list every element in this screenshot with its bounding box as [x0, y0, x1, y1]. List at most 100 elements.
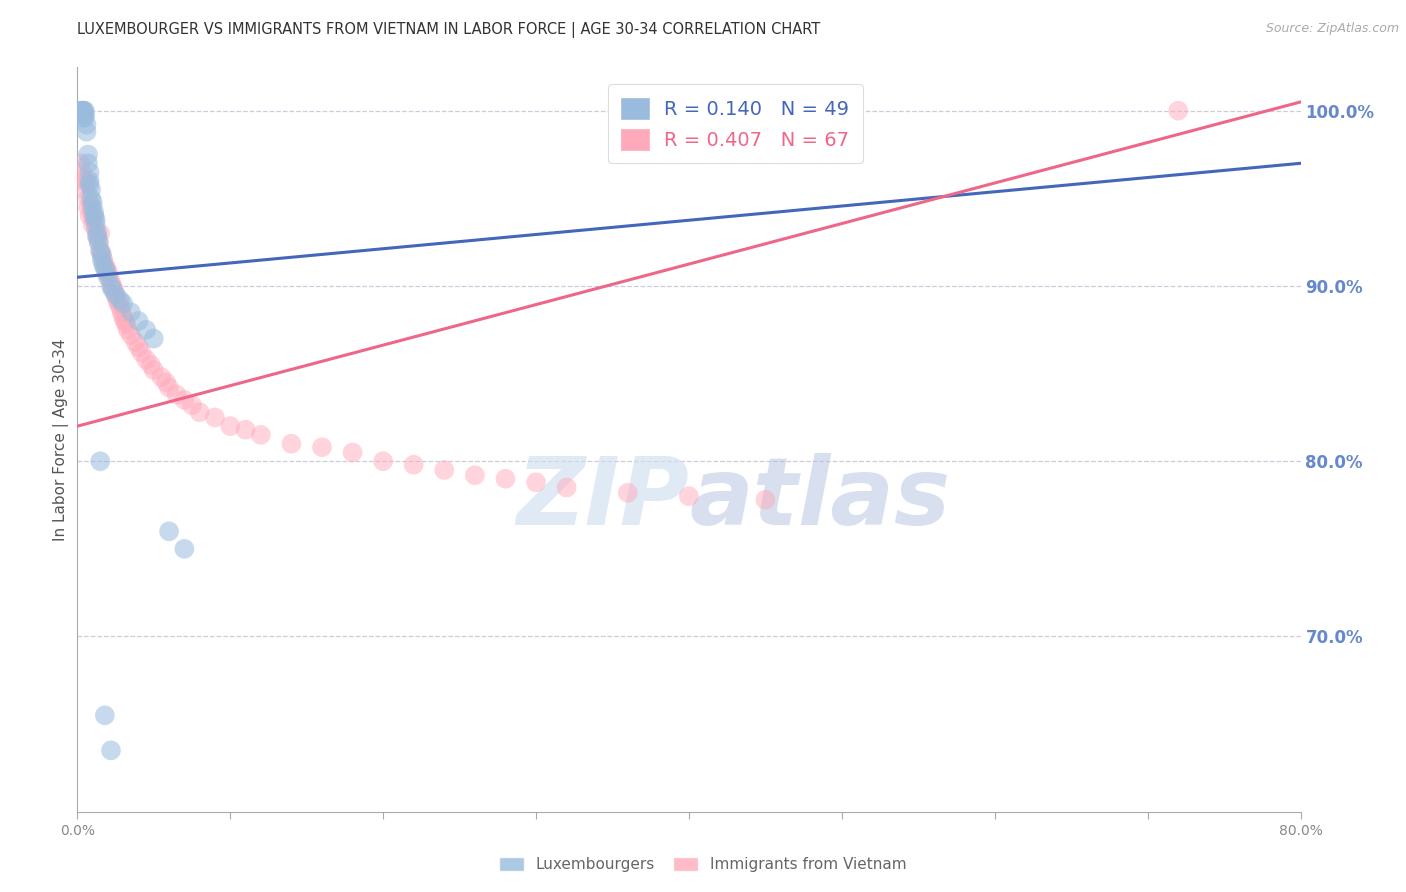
Legend: R = 0.140   N = 49, R = 0.407   N = 67: R = 0.140 N = 49, R = 0.407 N = 67 [607, 84, 863, 163]
Point [77, 156, 100, 170]
Point [90, 247, 112, 261]
Text: LUXEMBOURGER VS IMMIGRANTS FROM VIETNAM IN LABOR FORCE | AGE 30-34 CORRELATION C: LUXEMBOURGER VS IMMIGRANTS FROM VIETNAM … [77, 22, 821, 38]
Point [100, 276, 122, 290]
Point [105, 293, 128, 307]
Point [89, 244, 111, 258]
Point [77, 191, 100, 205]
Point [82, 218, 104, 232]
Point [100, 279, 122, 293]
Point [90, 247, 112, 261]
Point [69, 156, 91, 170]
Point [157, 524, 180, 539]
Point [219, 419, 242, 434]
Point [77, 200, 100, 214]
Point [87, 235, 110, 249]
Y-axis label: In Labor Force | Age 30-34: In Labor Force | Age 30-34 [53, 338, 69, 541]
Point [117, 323, 139, 337]
Point [70, 165, 93, 179]
Point [82, 200, 104, 214]
Point [72, 174, 94, 188]
Point [73, 111, 96, 125]
Point [754, 492, 776, 507]
Point [80, 191, 103, 205]
Point [101, 279, 124, 293]
Point [464, 468, 486, 483]
Point [524, 475, 547, 490]
Point [79, 174, 101, 188]
Point [150, 370, 173, 384]
Point [82, 194, 104, 209]
Point [72, 103, 94, 118]
Point [135, 352, 157, 367]
Point [86, 230, 108, 244]
Point [555, 481, 578, 495]
Point [135, 323, 157, 337]
Point [157, 381, 180, 395]
Point [139, 358, 162, 372]
Point [235, 423, 257, 437]
Point [73, 183, 96, 197]
Point [80, 200, 103, 214]
Point [103, 283, 125, 297]
Point [131, 345, 153, 359]
Point [87, 235, 110, 249]
Point [83, 209, 105, 223]
Point [250, 428, 273, 442]
Point [108, 300, 131, 314]
Point [112, 310, 135, 325]
Text: Source: ZipAtlas.com: Source: ZipAtlas.com [1265, 22, 1399, 36]
Point [181, 398, 204, 412]
Point [173, 392, 195, 407]
Point [77, 147, 100, 161]
Point [280, 436, 302, 450]
Point [342, 445, 364, 459]
Point [96, 261, 118, 276]
Point [120, 328, 142, 343]
Point [86, 227, 108, 241]
Point [94, 261, 117, 276]
Point [166, 387, 188, 401]
Point [84, 218, 107, 232]
Point [76, 174, 98, 188]
Point [83, 212, 105, 227]
Point [112, 296, 135, 310]
Point [107, 296, 129, 310]
Point [402, 458, 425, 472]
Point [84, 212, 107, 227]
Point [173, 541, 195, 556]
Text: atlas: atlas [689, 453, 950, 545]
Point [73, 107, 96, 121]
Point [70, 103, 93, 118]
Point [70, 103, 93, 118]
Point [82, 209, 104, 223]
Point [124, 334, 146, 349]
Legend: Luxembourgers, Immigrants from Vietnam: Luxembourgers, Immigrants from Vietnam [492, 849, 914, 880]
Point [86, 230, 108, 244]
Point [89, 244, 111, 258]
Point [80, 183, 103, 197]
Point [188, 405, 211, 419]
Point [155, 376, 177, 390]
Text: ZIP: ZIP [516, 453, 689, 545]
Point [79, 178, 101, 192]
Point [101, 283, 124, 297]
Point [104, 287, 127, 301]
Point [98, 270, 121, 285]
Point [142, 332, 165, 346]
Point [142, 363, 165, 377]
Point [111, 305, 134, 319]
Point [76, 125, 98, 139]
Point [617, 485, 640, 500]
Point [89, 454, 111, 468]
Point [94, 708, 117, 723]
Point [678, 489, 700, 503]
Point [97, 265, 120, 279]
Point [79, 165, 101, 179]
Point [97, 270, 120, 285]
Point [100, 743, 122, 757]
Point [94, 258, 117, 272]
Point [495, 472, 517, 486]
Point [91, 258, 114, 272]
Point [311, 440, 333, 454]
Point [96, 265, 118, 279]
